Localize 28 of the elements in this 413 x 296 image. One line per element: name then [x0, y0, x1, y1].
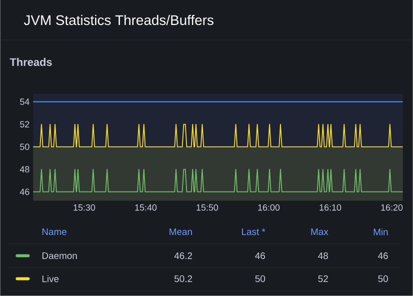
- x-tick-label: 16:00: [258, 204, 280, 211]
- text: 48: [318, 252, 328, 260]
- y-tick-label: 54: [20, 98, 30, 106]
- legend-label: Live: [42, 275, 59, 282]
- x-tick-label: 16:20: [381, 204, 403, 211]
- text: 50.2: [174, 276, 192, 282]
- text: 46: [255, 252, 266, 260]
- text: 50: [378, 276, 388, 282]
- y-tick-label: 50: [20, 144, 30, 150]
- legend-label: Daemon: [42, 252, 77, 260]
- text: Name: [42, 228, 66, 236]
- text: Last *: [242, 228, 266, 236]
- text: 52: [318, 276, 328, 282]
- chart-subtitle: Threads: [10, 58, 52, 66]
- text: 46: [378, 252, 388, 260]
- text: 46.2: [174, 252, 192, 260]
- text: Max: [311, 228, 328, 236]
- chart-title: JVM Statistics Threads/Buffers: [24, 15, 214, 26]
- x-tick-label: 15:30: [74, 204, 96, 211]
- text: Min: [374, 228, 388, 236]
- text: 50: [255, 276, 266, 282]
- y-tick-label: 46: [20, 188, 30, 196]
- x-tick-label: 15:40: [135, 204, 157, 211]
- text: Mean: [170, 228, 192, 236]
- x-tick-label: 16:10: [320, 204, 342, 211]
- x-tick-label: 15:50: [196, 204, 218, 211]
- y-tick-label: 48: [20, 166, 30, 173]
- y-tick-label: 52: [20, 121, 30, 128]
